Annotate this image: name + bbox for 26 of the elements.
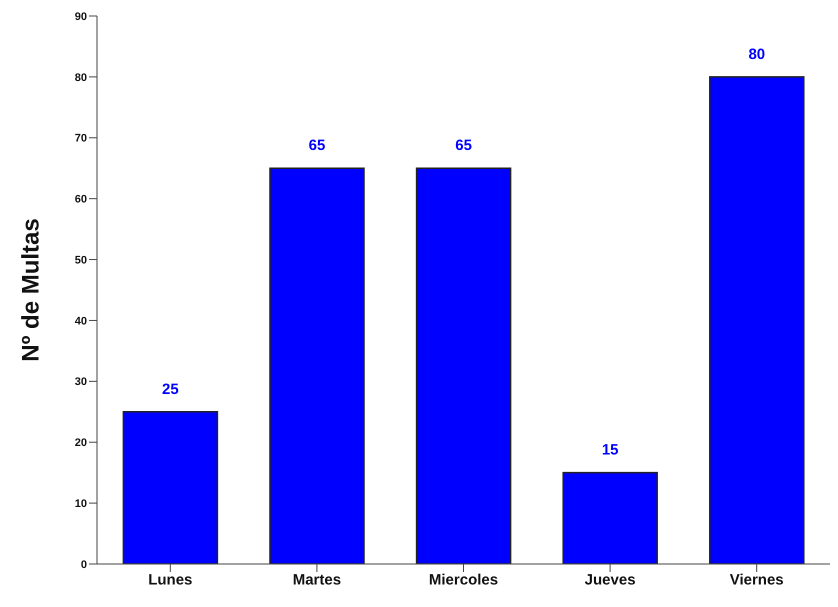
data-label: 65 xyxy=(455,137,472,154)
y-tick-label: 80 xyxy=(74,72,87,84)
y-tick-label: 90 xyxy=(74,10,87,23)
data-label: 80 xyxy=(748,46,766,63)
x-tick-label: Martes xyxy=(292,572,342,589)
data-label: 25 xyxy=(162,380,179,398)
x-tick-label: Viernes xyxy=(730,572,784,589)
bar xyxy=(122,411,218,564)
x-tick-label: Lunes xyxy=(148,572,192,589)
data-label: 65 xyxy=(308,137,326,154)
y-tick-label: 20 xyxy=(74,437,87,450)
x-tick-label: Jueves xyxy=(584,572,636,589)
bar xyxy=(416,167,512,564)
bar xyxy=(562,472,658,564)
y-axis-title: Nº de Multas xyxy=(18,218,45,362)
y-tick-label: 30 xyxy=(74,376,87,388)
y-tick-label: 50 xyxy=(74,254,87,266)
x-tick-label: Miercoles xyxy=(428,572,498,589)
y-tick-label: 0 xyxy=(80,558,87,571)
y-tick-label: 70 xyxy=(74,132,87,145)
data-label: 15 xyxy=(602,442,619,459)
y-tick-label: 40 xyxy=(74,315,87,328)
bar xyxy=(269,167,365,564)
bar xyxy=(709,76,805,564)
y-tick-label: 10 xyxy=(74,498,87,510)
y-tick-label: 60 xyxy=(74,194,87,206)
